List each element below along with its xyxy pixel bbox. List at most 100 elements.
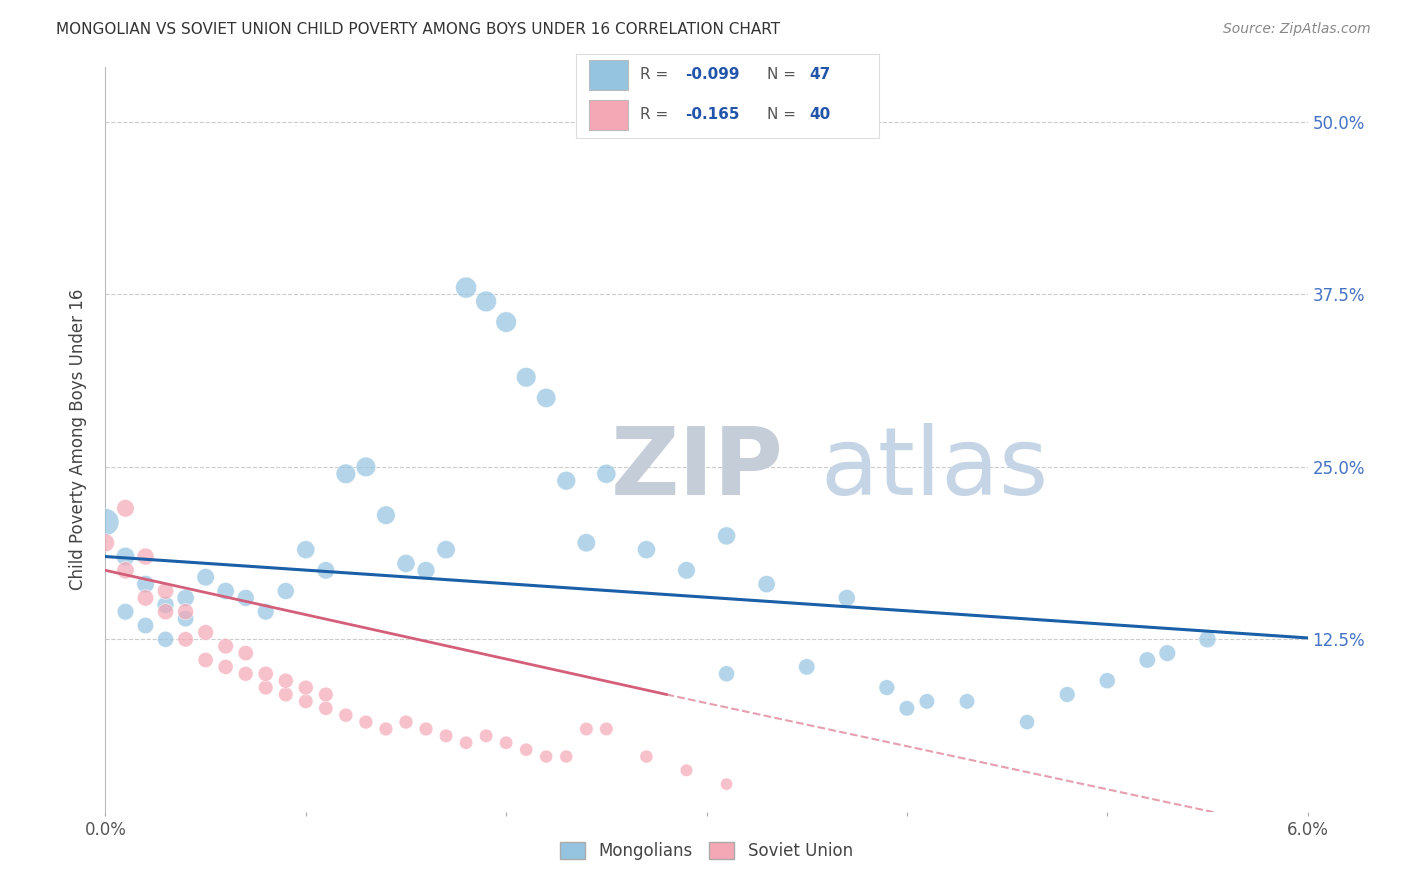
Point [194, 625, 217, 640]
Text: ZIP: ZIP [610, 423, 783, 515]
Point [114, 605, 136, 619]
Text: N =: N = [766, 67, 801, 82]
Point [174, 632, 197, 647]
Point [94, 535, 117, 549]
Point [335, 467, 357, 481]
Point [214, 639, 236, 653]
Point [1136, 653, 1159, 667]
Point [155, 605, 177, 619]
Point [174, 605, 197, 619]
Text: MONGOLIAN VS SOVIET UNION CHILD POVERTY AMONG BOYS UNDER 16 CORRELATION CHART: MONGOLIAN VS SOVIET UNION CHILD POVERTY … [56, 22, 780, 37]
Point [114, 501, 136, 516]
Point [114, 563, 136, 577]
Point [254, 666, 277, 681]
Point [235, 666, 257, 681]
Point [475, 729, 498, 743]
Point [1156, 646, 1178, 660]
Text: atlas: atlas [821, 423, 1049, 515]
Point [595, 722, 617, 736]
FancyBboxPatch shape [589, 61, 628, 90]
Point [395, 557, 418, 571]
Point [534, 749, 557, 764]
Point [374, 508, 398, 523]
Point [956, 694, 979, 708]
Point [434, 542, 457, 557]
Point [135, 577, 157, 591]
Point [415, 563, 437, 577]
Point [555, 474, 578, 488]
Point [315, 701, 337, 715]
Point [555, 749, 578, 764]
Point [796, 660, 818, 674]
Point [374, 722, 398, 736]
Point [295, 542, 318, 557]
Point [274, 673, 297, 688]
Text: 40: 40 [810, 107, 831, 122]
Point [575, 722, 598, 736]
Point [354, 459, 377, 474]
Point [475, 294, 498, 309]
Point [254, 605, 277, 619]
Point [235, 591, 257, 605]
Point [454, 736, 477, 750]
Point [636, 542, 658, 557]
Point [1197, 632, 1219, 647]
Text: R =: R = [640, 67, 673, 82]
Point [135, 549, 157, 564]
Point [716, 529, 738, 543]
Point [214, 584, 236, 599]
Point [315, 688, 337, 702]
Point [135, 591, 157, 605]
Point [675, 563, 697, 577]
Text: 47: 47 [810, 67, 831, 82]
Point [254, 681, 277, 695]
Point [716, 777, 738, 791]
Point [155, 598, 177, 612]
Point [174, 591, 197, 605]
Point [1017, 714, 1039, 729]
Point [636, 749, 658, 764]
Point [235, 646, 257, 660]
Y-axis label: Child Poverty Among Boys Under 16: Child Poverty Among Boys Under 16 [69, 289, 87, 590]
Text: N =: N = [766, 107, 801, 122]
Point [876, 681, 898, 695]
Point [194, 570, 217, 584]
Text: -0.165: -0.165 [685, 107, 740, 122]
Point [575, 535, 598, 549]
Point [755, 577, 778, 591]
Point [415, 722, 437, 736]
Point [896, 701, 918, 715]
Point [835, 591, 858, 605]
Point [335, 708, 357, 723]
Point [495, 315, 517, 329]
Point [174, 612, 197, 626]
Point [155, 632, 177, 647]
Text: Source: ZipAtlas.com: Source: ZipAtlas.com [1223, 22, 1371, 37]
Point [114, 549, 136, 564]
Point [315, 563, 337, 577]
Point [515, 370, 537, 384]
Text: R =: R = [640, 107, 673, 122]
Point [295, 681, 318, 695]
Point [434, 729, 457, 743]
Point [214, 660, 236, 674]
FancyBboxPatch shape [589, 100, 628, 130]
Point [675, 764, 697, 778]
Point [495, 736, 517, 750]
Text: -0.099: -0.099 [685, 67, 740, 82]
Point [354, 714, 377, 729]
Point [1097, 673, 1119, 688]
Point [94, 515, 117, 529]
Point [155, 584, 177, 599]
Legend: Mongolians, Soviet Union: Mongolians, Soviet Union [554, 835, 859, 867]
Point [274, 688, 297, 702]
Point [1056, 688, 1078, 702]
Point [716, 666, 738, 681]
Point [454, 280, 477, 294]
Point [395, 714, 418, 729]
Point [595, 467, 617, 481]
Point [274, 584, 297, 599]
Point [915, 694, 938, 708]
Point [515, 742, 537, 756]
Point [135, 618, 157, 632]
